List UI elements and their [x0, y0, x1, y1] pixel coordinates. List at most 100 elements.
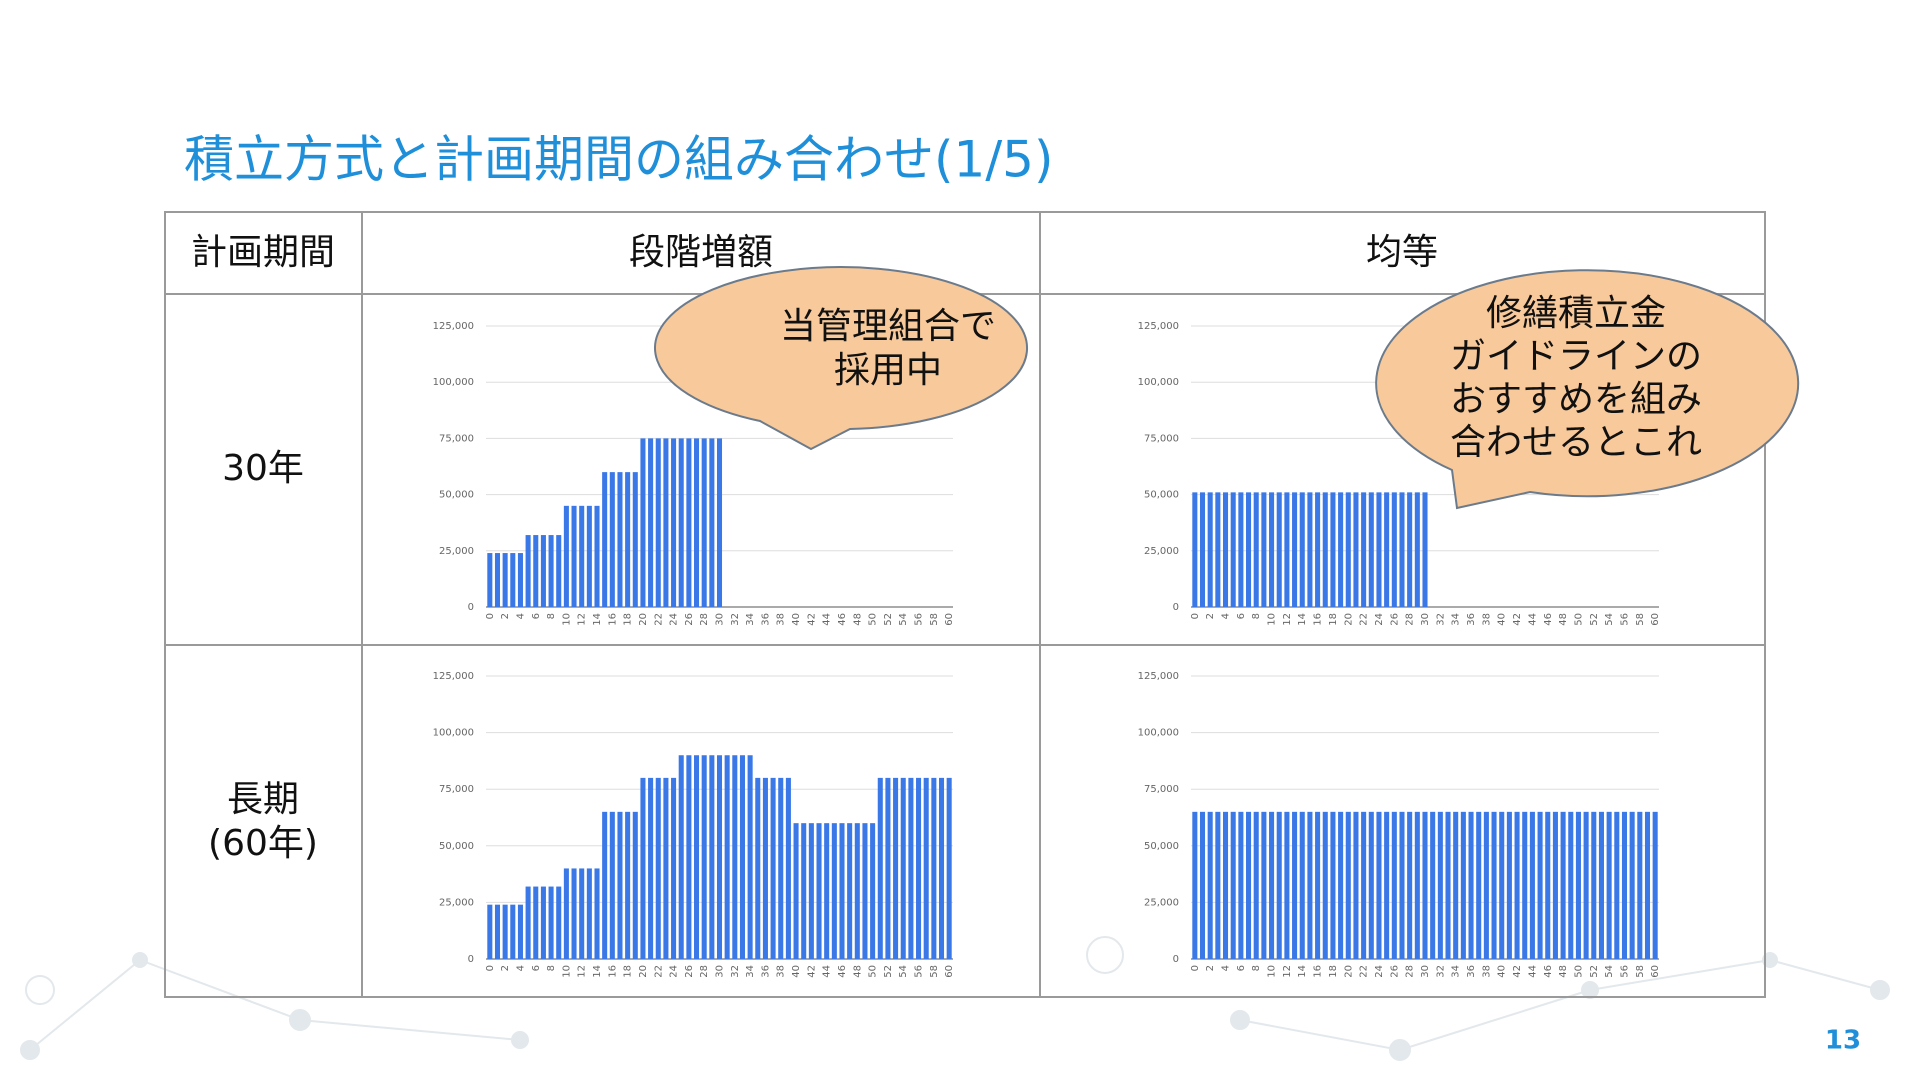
x-tick-label: 14 — [592, 965, 603, 978]
bar — [885, 777, 891, 959]
bar — [594, 505, 600, 607]
bar — [655, 777, 661, 959]
bar — [617, 811, 623, 959]
callout-text: おすすめを組み — [1450, 379, 1702, 420]
y-tick-label: 50,000 — [439, 841, 474, 852]
x-tick-label: 6 — [1236, 613, 1247, 619]
bar — [694, 438, 700, 607]
bar — [556, 886, 562, 959]
bar — [1315, 811, 1321, 959]
y-tick-label: 100,000 — [433, 377, 474, 388]
x-tick-label: 18 — [623, 613, 634, 626]
x-tick-label: 22 — [1359, 613, 1370, 626]
x-tick-label: 24 — [669, 965, 680, 978]
y-tick-label: 75,000 — [1144, 433, 1179, 444]
bar — [663, 438, 669, 607]
x-tick-label: 0 — [1190, 965, 1201, 971]
x-tick-label: 10 — [561, 965, 572, 978]
bar — [778, 777, 784, 959]
y-tick-label: 25,000 — [439, 546, 474, 557]
x-tick-label: 40 — [1497, 965, 1508, 978]
bar — [556, 535, 562, 607]
bar — [1652, 811, 1658, 959]
bar — [1307, 492, 1313, 607]
bar — [1322, 492, 1328, 607]
x-tick-label: 50 — [1573, 613, 1584, 626]
bar — [1522, 811, 1528, 959]
x-tick-label: 56 — [914, 965, 925, 978]
bar — [609, 811, 615, 959]
bar — [1368, 492, 1374, 607]
bar — [831, 823, 837, 959]
bar — [487, 904, 493, 959]
x-tick-label: 36 — [760, 613, 771, 626]
bar — [755, 777, 761, 959]
x-tick-label: 14 — [1297, 965, 1308, 978]
x-tick-label: 2 — [500, 965, 511, 971]
x-tick-label: 36 — [760, 965, 771, 978]
x-tick-label: 24 — [1374, 965, 1385, 978]
x-tick-label: 2 — [1205, 965, 1216, 971]
x-tick-label: 4 — [515, 613, 526, 619]
x-tick-label: 14 — [1297, 613, 1308, 626]
y-tick-label: 0 — [468, 954, 474, 965]
bar — [686, 755, 692, 959]
bar — [540, 535, 546, 607]
x-tick-label: 16 — [607, 613, 618, 626]
bar — [586, 505, 592, 607]
x-tick-label: 26 — [684, 613, 695, 626]
bar — [1483, 811, 1489, 959]
x-tick-label: 56 — [1619, 965, 1630, 978]
bar — [1207, 492, 1213, 607]
x-tick-label: 56 — [1619, 613, 1630, 626]
x-tick-label: 32 — [1435, 613, 1446, 626]
y-tick-label: 125,000 — [433, 671, 474, 682]
x-tick-label: 42 — [1512, 965, 1523, 978]
y-tick-label: 75,000 — [1144, 784, 1179, 795]
bar — [1476, 811, 1482, 959]
x-tick-label: 56 — [914, 613, 925, 626]
x-tick-label: 38 — [1481, 613, 1492, 626]
bar — [1453, 811, 1459, 959]
callout: 修繕積立金 ガイドラインの おすすめを組み 合わせるとこれ — [1375, 269, 1800, 510]
bar — [762, 777, 768, 959]
bar — [1292, 811, 1298, 959]
x-tick-label: 32 — [730, 965, 741, 978]
bar — [1246, 492, 1252, 607]
bar — [1491, 811, 1497, 959]
callout-text: 採用中 — [834, 350, 942, 391]
x-tick-label: 42 — [1512, 613, 1523, 626]
y-tick-label: 25,000 — [1144, 897, 1179, 908]
x-tick-label: 42 — [806, 613, 817, 626]
bar — [1414, 811, 1420, 959]
x-tick-label: 20 — [1343, 613, 1354, 626]
bar — [1222, 492, 1229, 607]
bar — [579, 868, 585, 959]
x-tick-label: 30 — [1420, 613, 1431, 626]
bar — [594, 868, 600, 959]
x-tick-label: 40 — [791, 965, 802, 978]
x-tick-label: 8 — [1251, 965, 1262, 971]
y-tick-label: 100,000 — [1138, 377, 1179, 388]
bar — [563, 505, 569, 607]
x-tick-label: 12 — [1282, 965, 1293, 978]
bar — [1430, 811, 1436, 959]
bar — [1222, 811, 1229, 959]
x-tick-label: 20 — [638, 965, 649, 978]
y-tick-label: 50,000 — [439, 490, 474, 501]
bar — [1230, 492, 1236, 607]
x-tick-label: 48 — [1558, 613, 1569, 626]
x-tick-label: 12 — [577, 965, 588, 978]
x-tick-label: 44 — [1527, 613, 1538, 626]
bar — [517, 553, 523, 607]
bar — [1407, 811, 1413, 959]
x-tick-label: 4 — [515, 965, 526, 971]
x-tick-label: 42 — [806, 965, 817, 978]
x-tick-label: 54 — [898, 965, 909, 978]
bar — [1391, 492, 1397, 607]
y-tick-label: 75,000 — [439, 433, 474, 444]
callout-text: 合わせるとこれ — [1450, 422, 1702, 463]
